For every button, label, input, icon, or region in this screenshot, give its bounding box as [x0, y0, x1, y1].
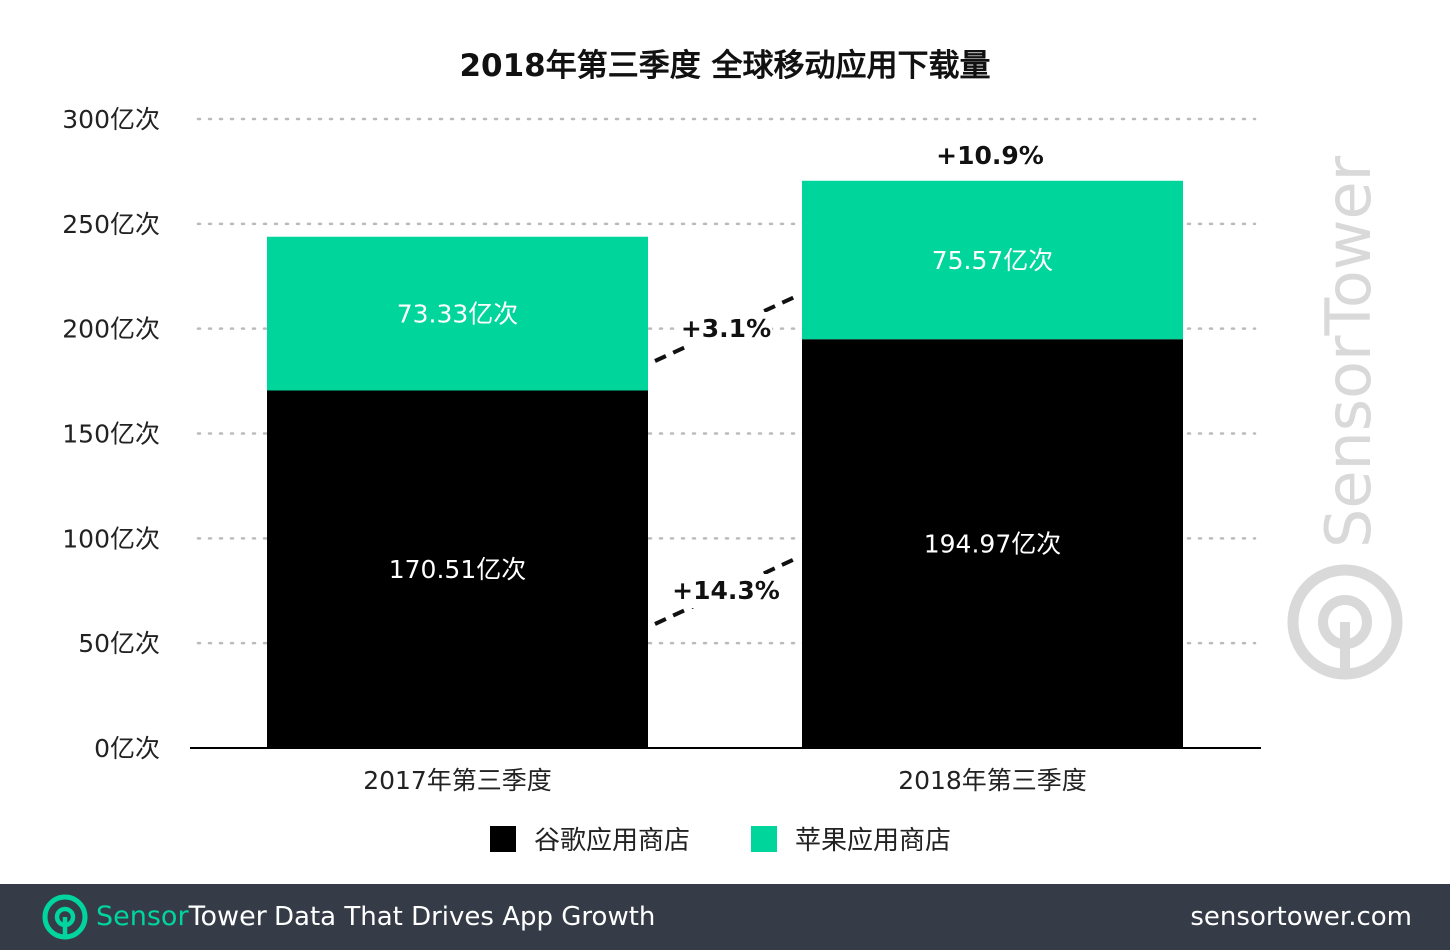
y-tick-label: 100亿次	[62, 524, 160, 553]
legend-swatch-app-store	[751, 826, 777, 852]
footer-brand-part2: Tower	[188, 901, 267, 932]
data-label-google-play: 194.97亿次	[924, 530, 1061, 559]
bar-app-store	[802, 180, 1183, 340]
legend-label-google-play: 谷歌应用商店	[534, 826, 690, 856]
bar-app-store	[267, 236, 648, 391]
legend: 谷歌应用商店 苹果应用商店	[490, 826, 951, 856]
legend-swatch-google-play	[490, 826, 516, 852]
chart-title: 2018年第三季度 全球移动应用下载量	[459, 48, 990, 84]
x-category-label: 2018年第三季度	[898, 766, 1087, 795]
google-play-growth-connector	[654, 556, 798, 626]
y-tick-label: 50亿次	[78, 629, 160, 658]
y-tick-label: 300亿次	[62, 105, 160, 134]
growth-annotations: +3.1% +14.3% +10.9%	[654, 141, 1044, 626]
legend-label-app-store: 苹果应用商店	[795, 826, 951, 856]
watermark-text: SensorTower	[1312, 155, 1385, 548]
app-store-growth-label: +3.1%	[681, 314, 771, 343]
watermark: SensorTower	[1287, 155, 1403, 680]
y-tick-label: 0亿次	[94, 734, 160, 763]
y-tick-label: 250亿次	[62, 210, 160, 239]
total-growth-label: +10.9%	[936, 141, 1044, 170]
app-store-growth-connector	[654, 294, 798, 363]
y-tick-label: 200亿次	[62, 315, 160, 344]
bars: 170.51亿次 73.33亿次 194.97亿次 75.57亿次	[267, 180, 1183, 748]
google-play-growth-label: +14.3%	[672, 576, 780, 605]
y-axis-ticks: 0亿次 50亿次 100亿次 150亿次 200亿次 250亿次 300亿次	[62, 105, 160, 763]
footer-brand: SensorTower	[96, 900, 267, 934]
data-label-app-store: 73.33亿次	[397, 300, 519, 329]
x-category-label: 2017年第三季度	[363, 766, 552, 795]
sensortower-logo-icon	[42, 894, 88, 940]
y-tick-label: 150亿次	[62, 420, 160, 449]
bar-google-play	[802, 339, 1183, 748]
watermark-logo-icon	[1287, 564, 1403, 680]
data-label-google-play: 170.51亿次	[389, 555, 526, 584]
footer-brand-part1: Sensor	[96, 901, 189, 932]
x-axis-categories: 2017年第三季度 2018年第三季度	[363, 766, 1087, 795]
chart: 2018年第三季度 全球移动应用下载量 SensorTower 0亿次 50亿次 1…	[62, 48, 1403, 856]
footer-bar: SensorTower Data That Drives App Growth …	[0, 884, 1450, 950]
footer-tagline: Data That Drives App Growth	[274, 902, 656, 932]
bar-google-play	[267, 390, 648, 748]
data-label-app-store: 75.57亿次	[932, 246, 1054, 275]
footer-website: sensortower.com	[1190, 902, 1412, 932]
